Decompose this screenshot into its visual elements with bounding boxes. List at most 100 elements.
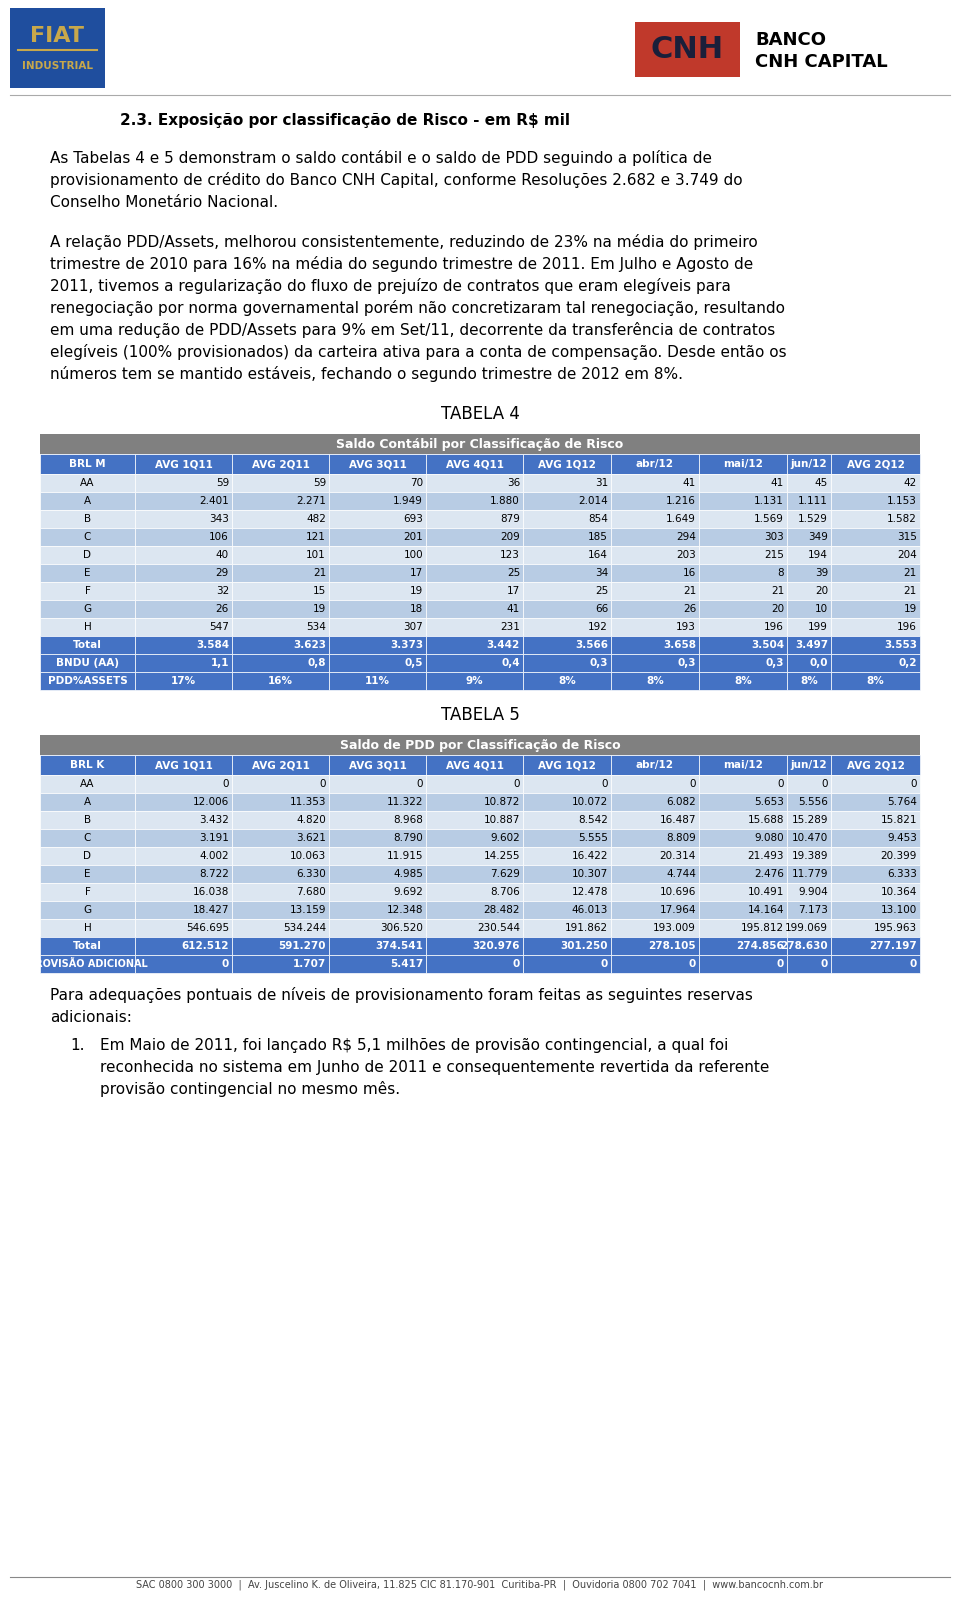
Text: 8.706: 8.706 [491,887,520,897]
Text: 2.271: 2.271 [296,496,326,506]
Text: 349: 349 [808,532,828,543]
Text: 3.497: 3.497 [795,640,828,650]
Bar [40,919,135,937]
Text: AVG 1Q12: AVG 1Q12 [538,459,596,469]
Text: 8.790: 8.790 [394,833,423,844]
Bar [523,583,611,600]
Bar [232,812,329,829]
Bar [787,653,831,672]
Bar [426,600,523,618]
Bar [831,474,920,492]
Bar [787,474,831,492]
Text: 195.963: 195.963 [874,924,917,933]
Bar [611,901,699,919]
Bar [232,653,329,672]
Text: 1,1: 1,1 [210,658,229,668]
Bar [831,865,920,884]
Text: 547: 547 [209,623,229,632]
Bar [135,636,232,653]
Bar [523,775,611,792]
Text: provisionamento de crédito do Banco CNH Capital, conforme Resoluções 2.682 e 3.7: provisionamento de crédito do Banco CNH … [50,171,743,187]
Text: 17: 17 [410,568,423,578]
Bar [426,564,523,583]
Bar [787,756,831,775]
Text: 4.985: 4.985 [394,869,423,879]
Bar [831,528,920,546]
Bar [426,884,523,901]
Text: 40: 40 [216,551,229,560]
Bar [699,937,787,956]
Bar [523,474,611,492]
Text: 5.653: 5.653 [755,797,784,807]
Text: CNH: CNH [651,35,724,64]
Bar [40,434,920,455]
Text: 16: 16 [683,568,696,578]
Bar [232,600,329,618]
Text: 1.582: 1.582 [887,514,917,524]
Bar [426,775,523,792]
Text: 15: 15 [313,586,326,596]
Bar [831,919,920,937]
Bar [523,792,611,812]
Text: 41: 41 [771,479,784,488]
Bar [699,583,787,600]
Text: 16.487: 16.487 [660,815,696,825]
Text: jun/12: jun/12 [791,760,828,770]
Text: 41: 41 [683,479,696,488]
Text: AVG 2Q11: AVG 2Q11 [252,459,309,469]
Bar [699,756,787,775]
Text: 215: 215 [764,551,784,560]
Text: 0: 0 [778,780,784,789]
Bar [523,672,611,690]
Text: H: H [84,924,91,933]
Bar [611,511,699,528]
Text: AVG 1Q11: AVG 1Q11 [155,760,212,770]
Bar [329,653,426,672]
Bar [232,618,329,636]
Text: 31: 31 [595,479,608,488]
Text: mai/12: mai/12 [723,459,763,469]
Text: 0: 0 [688,959,696,969]
Bar [787,937,831,956]
Text: 8.542: 8.542 [578,815,608,825]
Text: 209: 209 [500,532,520,543]
Bar [831,583,920,600]
Bar [232,528,329,546]
Text: adicionais:: adicionais: [50,1010,132,1025]
Text: 8.809: 8.809 [666,833,696,844]
Text: AVG 2Q11: AVG 2Q11 [252,760,309,770]
Text: 10.063: 10.063 [290,852,326,861]
Text: 854: 854 [588,514,608,524]
Bar [329,564,426,583]
Text: AVG 3Q11: AVG 3Q11 [348,459,406,469]
Text: 6.330: 6.330 [297,869,326,879]
Text: 18.427: 18.427 [193,905,229,916]
Text: 3.432: 3.432 [199,815,229,825]
Text: 693: 693 [403,514,423,524]
Text: 20: 20 [815,586,828,596]
Bar [523,865,611,884]
Bar [135,884,232,901]
Text: 0: 0 [910,780,917,789]
Bar [426,653,523,672]
Text: Total: Total [73,640,102,650]
Text: TABELA 4: TABELA 4 [441,405,519,423]
Text: 7.680: 7.680 [297,887,326,897]
Bar [699,474,787,492]
Text: 195.812: 195.812 [741,924,784,933]
Text: 11%: 11% [365,676,390,685]
Text: AVG 2Q12: AVG 2Q12 [847,760,904,770]
Text: 9.080: 9.080 [755,833,784,844]
Bar [426,636,523,653]
Bar [329,812,426,829]
Text: 15.688: 15.688 [748,815,784,825]
Bar [426,672,523,690]
Bar [135,528,232,546]
Text: 1.111: 1.111 [798,496,828,506]
Text: 8.968: 8.968 [394,815,423,825]
Bar [611,492,699,511]
Text: C: C [84,532,91,543]
Text: 879: 879 [500,514,520,524]
Bar [232,829,329,847]
Bar [699,653,787,672]
